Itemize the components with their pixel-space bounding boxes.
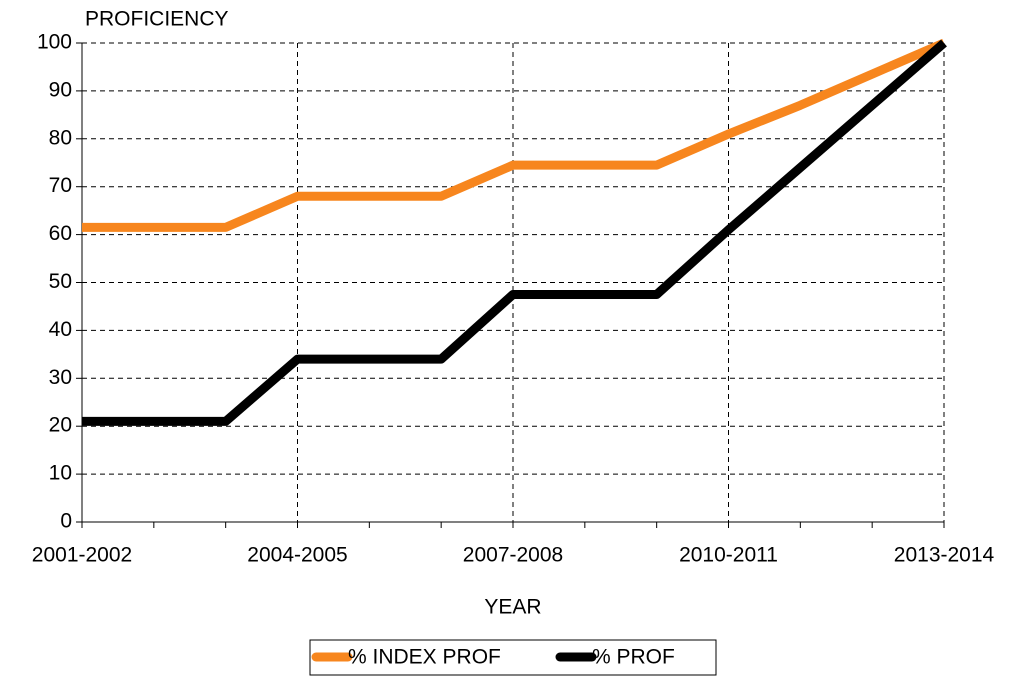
x-tick-label: 2001-2002 — [32, 544, 132, 567]
y-axis-label: PROFICIENCY — [85, 8, 229, 31]
y-tick-label: 40 — [49, 318, 72, 341]
legend-box — [309, 639, 717, 676]
legend-label: % INDEX PROF — [348, 646, 501, 669]
y-tick-label: 70 — [49, 174, 72, 197]
y-tick-label: 80 — [49, 126, 72, 149]
x-tick-label: 2010-2011 — [679, 544, 778, 567]
x-axis-label: YEAR — [484, 596, 541, 619]
y-tick-label: 60 — [49, 222, 72, 245]
series-line — [82, 38, 946, 232]
y-tick-label: 10 — [49, 462, 72, 485]
y-tick-label: 50 — [49, 270, 72, 293]
y-tick-label: 90 — [49, 78, 72, 101]
x-tick-label: 2013-2014 — [894, 544, 995, 567]
x-tick-label: 2004-2005 — [247, 544, 347, 567]
series-line — [82, 39, 947, 426]
y-tick-label: 30 — [49, 366, 72, 389]
x-tick-label: 2007-2008 — [463, 544, 563, 567]
y-tick-label: 100 — [37, 31, 72, 54]
legend-label: % PROF — [592, 646, 675, 669]
y-tick-label: 0 — [60, 510, 72, 533]
y-tick-label: 20 — [49, 414, 72, 437]
